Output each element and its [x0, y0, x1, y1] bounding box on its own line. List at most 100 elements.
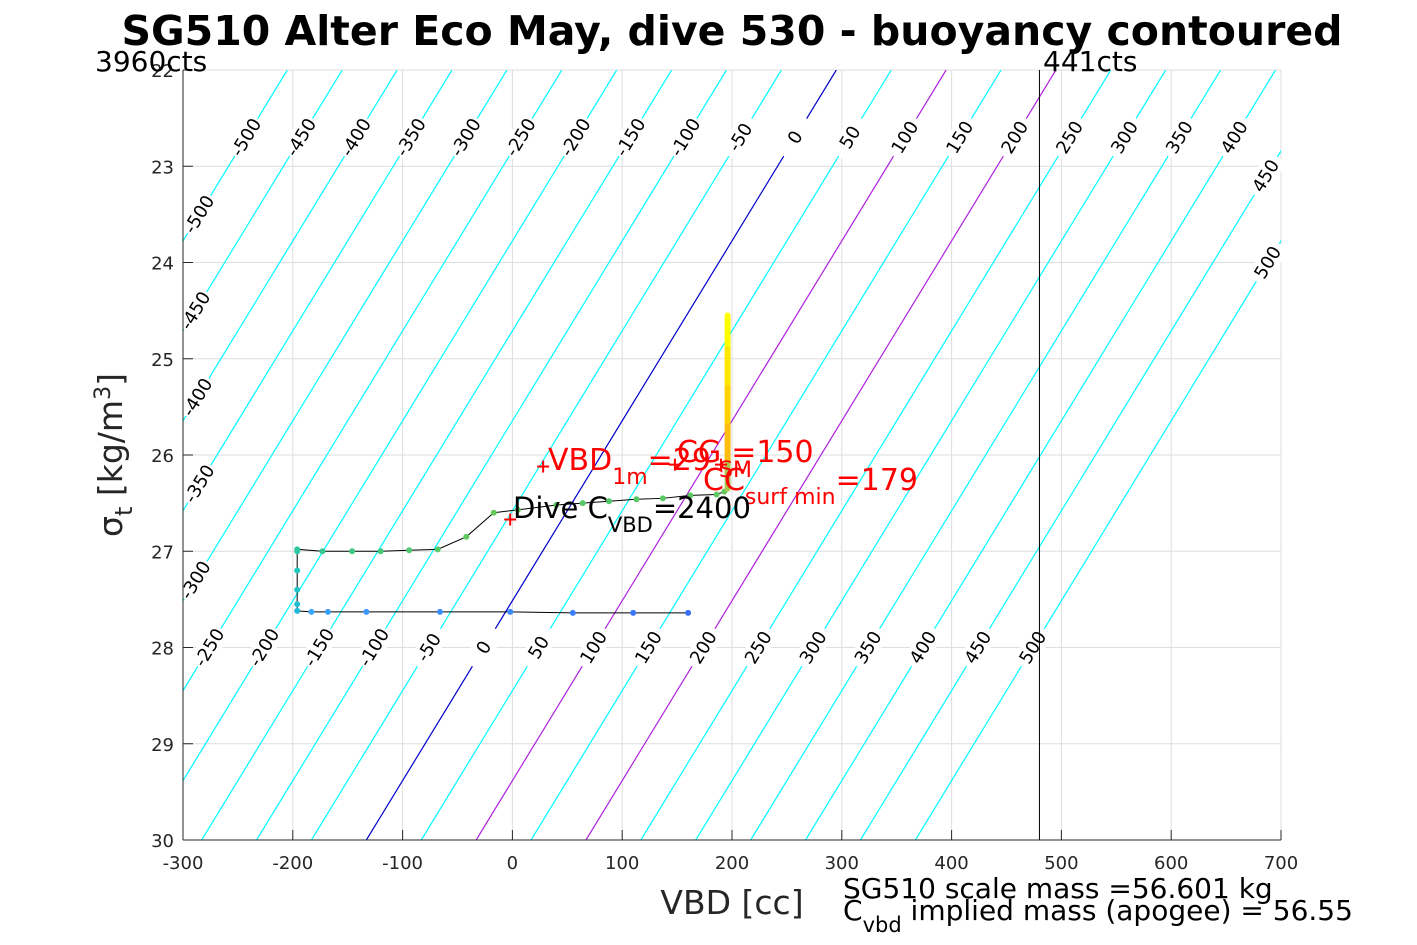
dive-point [687, 492, 694, 499]
scale-mass-text: SG510 scale mass =56.601 kg [843, 872, 1273, 905]
contour-label-bg [390, 112, 432, 162]
dive-point [324, 608, 331, 615]
dive-point [377, 548, 384, 555]
buoyancy-contour-line [475, 70, 947, 840]
dive-point [553, 502, 560, 509]
buoyancy-contour-line [183, 70, 563, 692]
sm-annotation: SM [719, 458, 752, 483]
contour-label-bg [847, 622, 890, 673]
contour-label-bg [408, 622, 450, 673]
buoyancy-contour-line [420, 70, 892, 840]
x-tick-label: 400 [934, 853, 968, 874]
dive-point [569, 609, 576, 616]
dive-point [294, 586, 301, 593]
implied-mass-main: C [843, 894, 863, 927]
contour-label-bg [178, 459, 221, 509]
dive-trajectory-line [296, 491, 725, 614]
x-tick-labels: -300 -200 -100 0 100 200 300 400 500 600 700 [163, 853, 1299, 874]
contour-label-bg [243, 622, 286, 673]
buoyancy-contour-line [640, 70, 1112, 840]
dive-point [349, 548, 356, 555]
contour-label-bg [517, 622, 560, 673]
dive-point [363, 608, 370, 615]
contour-label-bg [499, 112, 542, 162]
dive-point [713, 491, 720, 498]
contour-label-bg [792, 622, 835, 673]
y-tick-label: 23 [151, 157, 174, 178]
x-tick-label: 500 [1044, 853, 1078, 874]
y-tick-labels: 22 23 24 25 26 27 28 29 30 [151, 61, 174, 852]
dive-point [294, 607, 301, 614]
dive-point [490, 509, 497, 516]
vbd1m-annotation-value: =29 [648, 443, 711, 478]
contour-label-bg [353, 622, 395, 673]
buoyancy-contour-line [365, 70, 837, 840]
dive-point [606, 498, 613, 505]
dive-annotation: Dive CVBD=2400 [513, 491, 751, 537]
contour-label-bg [1158, 112, 1201, 162]
dive-point [434, 546, 441, 553]
contour-label-bg [225, 112, 268, 162]
contour-label-bg [1012, 622, 1054, 673]
x-axis-label: VBD [cc] [660, 883, 803, 922]
contour-label-bg [174, 555, 217, 605]
x-tick-label: 0 [507, 853, 518, 874]
buoyancy-contour-line [750, 70, 1222, 840]
implied-mass-sub: vbd [863, 913, 902, 937]
contour-label-bg [1048, 112, 1091, 162]
x-tick-label: 600 [1154, 853, 1188, 874]
buoyancy-contours [183, 70, 1281, 840]
contour-label-bg [1246, 237, 1289, 288]
contour-label-bg [298, 622, 341, 673]
y-tick-label: 25 [151, 350, 174, 371]
contour-label-bg [627, 622, 670, 673]
buoyancy-contour-line [183, 70, 398, 422]
y-axis-label-main: σ [91, 516, 130, 537]
data-series [294, 312, 731, 616]
buoyancy-contour-line [183, 70, 453, 512]
contour-label-bg [572, 622, 615, 673]
y-axis-label-sup: 3 [91, 386, 116, 400]
cg-annotation-main: CG [677, 435, 721, 470]
x-tick-label: 200 [715, 853, 749, 874]
buoyancy-contour-line [310, 70, 782, 840]
contour-label-bg [957, 622, 999, 673]
buoyancy-contour-line [585, 70, 1057, 840]
contour-label-bg [902, 622, 944, 673]
x-tick-label: -100 [382, 853, 423, 874]
contour-label-bg [188, 622, 231, 673]
vbd-min-label: 3960cts [95, 45, 207, 78]
y-tick-label: 22 [151, 61, 174, 82]
dive-annotation-sub: VBD [608, 513, 653, 537]
contour-label-bg [609, 112, 652, 162]
contour-label-bg [719, 112, 762, 162]
buoyancy-contour-line [859, 149, 1281, 840]
y-tick-label: 30 [151, 831, 174, 852]
buoyancy-contour-line [183, 70, 343, 333]
x-tick-label: 700 [1264, 853, 1298, 874]
dive-point [436, 608, 443, 615]
y-tick-label: 29 [151, 735, 174, 756]
y-axis-label-sub: t [110, 507, 138, 516]
dive-point [659, 495, 666, 502]
contour-label-bg [463, 622, 505, 673]
dive-point [294, 601, 301, 608]
dive-annotation-value: =2400 [653, 491, 751, 525]
contour-label-bg [335, 112, 377, 162]
dive-annotation-main: Dive C [513, 491, 608, 525]
contour-label-bg [174, 286, 217, 336]
contour-label-bg [444, 112, 487, 162]
contour-label-bg [682, 622, 725, 673]
vbd1m-annotation-main: VBD [548, 443, 612, 478]
cc-annotation-main: CC [703, 463, 745, 498]
y-axis-label-close: ] [91, 373, 130, 386]
dive-point [463, 533, 470, 540]
dive-point [514, 506, 521, 513]
buoyancy-contour-line [530, 70, 1002, 840]
contour-label-bg [737, 622, 780, 673]
dive-point [294, 546, 301, 553]
dive-point [630, 609, 637, 616]
axes [182, 69, 1282, 841]
buoyancy-contour-line [256, 70, 728, 840]
